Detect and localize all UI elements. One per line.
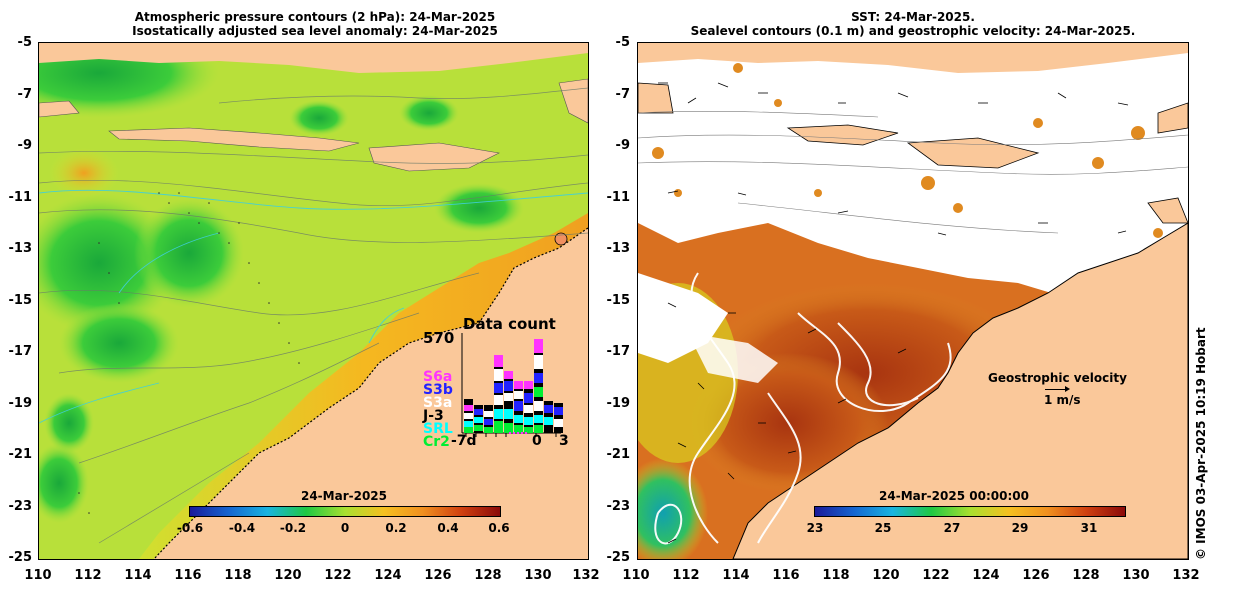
right-x-tick: 112 [672, 568, 700, 583]
left-cb-tick: 0.2 [385, 521, 407, 535]
left-y-tick: -17 [8, 344, 33, 359]
right-y-tick: -7 [615, 87, 630, 102]
right-cb-tick: 23 [806, 521, 824, 535]
left-y-tick: -11 [8, 190, 33, 205]
left-y-tick: -21 [8, 447, 33, 462]
right-x-tick: 116 [772, 568, 800, 583]
left-x-tick: 132 [572, 568, 600, 583]
left-x-tick: 112 [74, 568, 102, 583]
left-y-tick: -5 [17, 35, 32, 50]
sea-level-anomaly-map[interactable]: Data count 570 S6a S3b S3a J-3 SRL Cr2 -… [38, 42, 589, 560]
right-x-tick: 120 [872, 568, 900, 583]
data-count-title: Data count [463, 315, 556, 333]
left-cb-tick: 0.6 [488, 521, 510, 535]
arrow-head-icon [1065, 386, 1070, 392]
left-cb-tick: 0.4 [437, 521, 459, 535]
right-x-tick: 132 [1172, 568, 1200, 583]
right-y-tick: -13 [606, 241, 631, 256]
right-colorbar [814, 506, 1126, 517]
left-title-line1: Atmospheric pressure contours (2 hPa): 2… [134, 10, 496, 24]
velocity-legend-arrow [1045, 389, 1067, 390]
right-title-line2: Sealevel contours (0.1 m) and geostrophi… [690, 24, 1136, 38]
left-x-tick: 128 [474, 568, 502, 583]
right-y-tick: -17 [606, 344, 631, 359]
right-y-tick: -9 [615, 138, 630, 153]
sat-label-srl: SRL [423, 421, 453, 437]
left-y-tick: -23 [8, 499, 33, 514]
right-y-tick: -25 [606, 550, 631, 565]
left-x-tick: 120 [274, 568, 302, 583]
left-y-tick: -13 [8, 241, 33, 256]
sat-label-s3b: S3b [423, 382, 453, 398]
sst-map[interactable]: Geostrophic velocity 1 m/s 24-Mar-2025 0… [637, 42, 1189, 560]
velocity-legend-scale: 1 m/s [1044, 393, 1081, 407]
right-colorbar-date: 24-Mar-2025 00:00:00 [879, 489, 1029, 503]
left-x-tick: 126 [424, 568, 452, 583]
velocity-arrows [658, 82, 1129, 544]
right-y-tick: -21 [606, 447, 631, 462]
right-cb-tick: 29 [1011, 521, 1029, 535]
right-y-tick: -15 [606, 293, 631, 308]
left-y-tick: -15 [8, 293, 33, 308]
left-x-tick: 114 [124, 568, 152, 583]
velocity-legend-label: Geostrophic velocity [988, 371, 1127, 385]
right-x-tick: 130 [1122, 568, 1150, 583]
left-cb-tick: -0.2 [279, 521, 307, 535]
left-y-tick: -7 [17, 87, 32, 102]
sat-label-j3: J-3 [423, 408, 444, 424]
right-cb-tick: 27 [943, 521, 961, 535]
right-x-tick: 122 [922, 568, 950, 583]
right-x-tick: 128 [1072, 568, 1100, 583]
data-count-max: 570 [423, 329, 455, 347]
right-cb-tick: 25 [874, 521, 892, 535]
sat-label-s3a: S3a [423, 395, 453, 411]
left-cb-tick: -0.4 [228, 521, 256, 535]
data-count-xtick-start: -7d [451, 433, 477, 449]
right-x-tick: 118 [822, 568, 850, 583]
right-y-tick: -23 [606, 499, 631, 514]
left-colorbar [189, 506, 501, 517]
right-y-tick: -11 [606, 190, 631, 205]
data-count-bars [464, 339, 563, 433]
left-x-tick: 110 [24, 568, 52, 583]
left-y-tick: -25 [8, 550, 33, 565]
left-cb-tick: -0.6 [176, 521, 204, 535]
left-title-line2: Isostatically adjusted sea level anomaly… [132, 24, 498, 38]
left-colorbar-date: 24-Mar-2025 [300, 489, 387, 503]
right-cb-tick: 31 [1080, 521, 1098, 535]
data-count-xtick-end: 3 [559, 433, 569, 449]
left-x-tick: 122 [324, 568, 352, 583]
right-x-tick: 114 [722, 568, 750, 583]
right-y-tick: -5 [615, 35, 630, 50]
right-y-tick: -19 [606, 396, 631, 411]
imos-credit: © IMOS 03-Apr-2025 10:19 Hobart [1194, 327, 1208, 560]
left-x-tick: 116 [174, 568, 202, 583]
left-x-tick: 130 [524, 568, 552, 583]
left-y-tick: -19 [8, 396, 33, 411]
sat-label-s6a: S6a [423, 369, 453, 385]
left-x-tick: 118 [224, 568, 252, 583]
sat-label-cr2: Cr2 [423, 434, 450, 450]
data-count-xtick-zero: 0 [532, 433, 542, 449]
right-x-tick: 126 [1022, 568, 1050, 583]
right-x-tick: 124 [972, 568, 1000, 583]
right-x-tick: 110 [622, 568, 650, 583]
left-cb-tick: 0 [340, 521, 350, 535]
left-x-tick: 124 [374, 568, 402, 583]
left-y-tick: -9 [17, 138, 32, 153]
right-title-line1: SST: 24-Mar-2025. [851, 10, 975, 24]
